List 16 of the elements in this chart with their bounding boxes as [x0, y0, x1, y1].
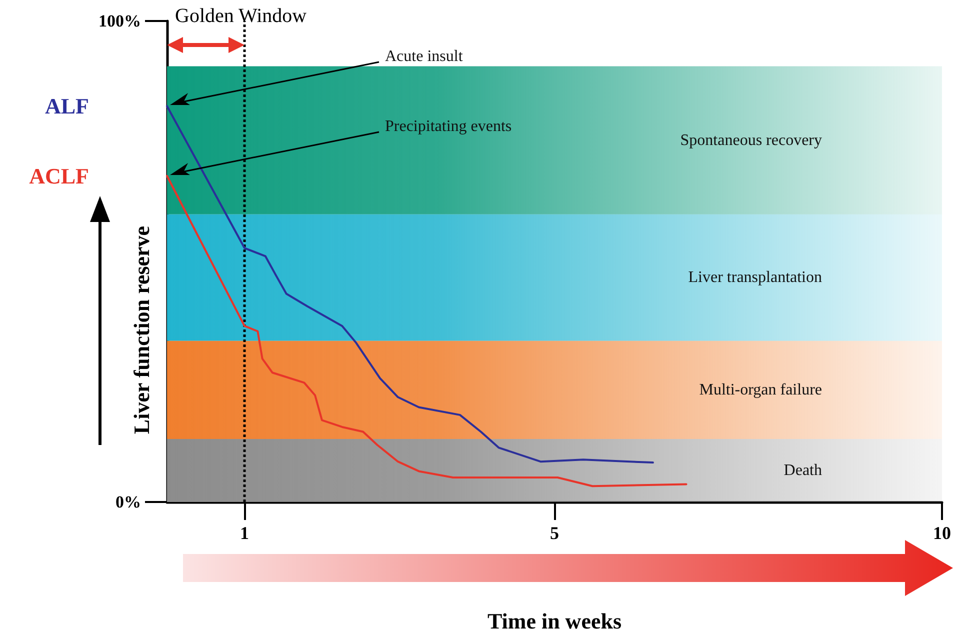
x-tick-label: 10 — [933, 523, 951, 543]
y-tick-label: 0% — [116, 492, 141, 512]
annotation: Acute insult — [385, 48, 463, 66]
x-tick-label: 5 — [550, 523, 559, 543]
band-label: Liver transplantation — [688, 269, 822, 286]
y-axis-title: Liver function reserve — [129, 226, 154, 434]
band-label: Spontaneous recovery — [680, 132, 822, 149]
x-axis-title: Time in weeks — [487, 608, 622, 634]
text: ALF — [45, 94, 89, 119]
annotation: Golden Window — [175, 5, 307, 28]
annotation: Precipitating events — [385, 118, 512, 136]
band-label: Multi-organ failure — [699, 381, 822, 398]
band-label: Death — [784, 462, 822, 479]
x-tick-label: 1 — [240, 523, 249, 543]
y-tick-label: 100% — [98, 12, 141, 30]
text: ACLF — [29, 163, 89, 188]
